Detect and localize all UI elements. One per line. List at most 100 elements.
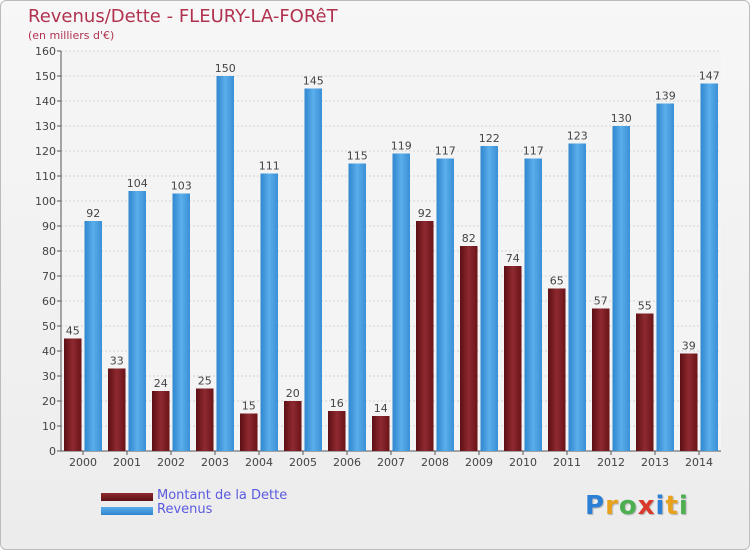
chart-title: Revenus/Dette - FLEURY-LA-FORêT: [28, 6, 338, 27]
data-label-revenus-2003: 150: [215, 62, 236, 75]
data-label-revenus-2007: 119: [391, 140, 412, 153]
data-label-dette-2002: 24: [154, 377, 168, 390]
data-label-revenus-2001: 104: [127, 177, 148, 190]
bar-dette-2013: [636, 313, 654, 451]
bar-revenus-2007: [392, 153, 410, 451]
x-tick-label-2009: 2009: [465, 456, 493, 469]
x-tick-label-2011: 2011: [553, 456, 581, 469]
data-label-dette-2004: 15: [242, 400, 256, 413]
x-tick-label-2012: 2012: [597, 456, 625, 469]
bar-revenus-2003: [216, 76, 234, 451]
x-tick-label-2001: 2001: [113, 456, 141, 469]
proxiti-logo: Proxiti: [585, 491, 689, 521]
legend-label-dette: Montant de la Dette: [157, 488, 288, 503]
data-label-dette-2012: 57: [594, 295, 608, 308]
data-label-revenus-2012: 130: [611, 112, 632, 125]
data-label-dette-2010: 74: [506, 252, 520, 265]
x-tick-label-2013: 2013: [641, 456, 669, 469]
bar-revenus-2001: [128, 191, 146, 451]
legend-swatch-dette: [101, 493, 153, 501]
bar-dette-2010: [504, 266, 522, 451]
x-tick-label-2004: 2004: [245, 456, 273, 469]
x-tick-label-2006: 2006: [333, 456, 361, 469]
bar-revenus-2012: [612, 126, 630, 451]
bar-revenus-2008: [436, 158, 454, 451]
legend-swatch-revenus: [101, 507, 153, 515]
logo-letter: o: [618, 491, 638, 521]
y-tick-label: 40: [42, 345, 56, 358]
bar-dette-2014: [680, 353, 698, 451]
y-tick-label: 160: [35, 45, 56, 58]
y-tick-label: 90: [42, 220, 56, 233]
x-tick-label-2008: 2008: [421, 456, 449, 469]
bar-revenus-2002: [172, 193, 190, 451]
logo-letter: i: [655, 491, 666, 521]
bar-dette-2007: [372, 416, 390, 451]
x-tick-label-2014: 2014: [685, 456, 713, 469]
logo-letter: t: [665, 491, 679, 521]
y-tick-label: 130: [35, 120, 56, 133]
bar-revenus-2013: [656, 103, 674, 451]
y-tick-label: 20: [42, 395, 56, 408]
bar-dette-2006: [328, 411, 346, 451]
x-tick-label-2003: 2003: [201, 456, 229, 469]
x-tick-label-2007: 2007: [377, 456, 405, 469]
y-tick-label: 110: [35, 170, 56, 183]
data-label-dette-2007: 14: [374, 402, 388, 415]
x-tick-label-2005: 2005: [289, 456, 317, 469]
y-tick-label: 10: [42, 420, 56, 433]
data-label-revenus-2010: 117: [523, 145, 544, 158]
bar-dette-2000: [64, 338, 82, 451]
y-tick-label: 150: [35, 70, 56, 83]
bar-dette-2002: [152, 391, 170, 451]
bar-dette-2001: [108, 368, 126, 451]
data-label-revenus-2006: 115: [347, 150, 368, 163]
bar-revenus-2000: [84, 221, 102, 451]
bar-revenus-2014: [700, 83, 718, 451]
bar-dette-2004: [240, 413, 258, 451]
x-tick-label-2002: 2002: [157, 456, 185, 469]
bar-dette-2003: [196, 388, 214, 451]
y-tick-label: 0: [49, 445, 56, 458]
data-label-dette-2013: 55: [638, 300, 652, 313]
bar-dette-2005: [284, 401, 302, 451]
logo-letter: P: [585, 491, 606, 521]
data-label-dette-2006: 16: [330, 397, 344, 410]
data-label-dette-2014: 39: [682, 340, 696, 353]
logo-letter: i: [678, 491, 689, 521]
data-label-revenus-2005: 145: [303, 75, 324, 88]
data-label-dette-2000: 45: [66, 325, 80, 338]
data-label-revenus-2013: 139: [655, 90, 676, 103]
data-label-dette-2005: 20: [286, 387, 300, 400]
data-label-revenus-2011: 123: [567, 130, 588, 143]
bar-dette-2008: [416, 221, 434, 451]
data-label-revenus-2004: 111: [259, 160, 280, 173]
logo-letter: x: [637, 491, 656, 521]
y-tick-label: 50: [42, 320, 56, 333]
y-tick-label: 80: [42, 245, 56, 258]
data-label-revenus-2014: 147: [699, 70, 720, 83]
data-label-dette-2009: 82: [462, 232, 476, 245]
y-tick-label: 140: [35, 95, 56, 108]
bar-revenus-2010: [524, 158, 542, 451]
data-label-revenus-2008: 117: [435, 145, 456, 158]
bar-dette-2009: [460, 246, 478, 451]
data-label-dette-2011: 65: [550, 275, 564, 288]
bar-revenus-2011: [568, 143, 586, 451]
data-label-revenus-2000: 92: [86, 207, 100, 220]
data-label-dette-2003: 25: [198, 375, 212, 388]
bar-revenus-2004: [260, 173, 278, 451]
chart-subtitle: (en milliers d'€): [28, 29, 115, 42]
data-label-revenus-2002: 103: [171, 180, 192, 193]
bar-dette-2011: [548, 288, 566, 451]
bar-revenus-2006: [348, 163, 366, 451]
data-label-revenus-2009: 122: [479, 132, 500, 145]
data-label-dette-2001: 33: [110, 355, 124, 368]
bar-revenus-2009: [480, 146, 498, 451]
legend-label-revenus: Revenus: [157, 502, 213, 517]
y-tick-label: 60: [42, 295, 56, 308]
x-tick-label-2010: 2010: [509, 456, 537, 469]
y-tick-label: 30: [42, 370, 56, 383]
